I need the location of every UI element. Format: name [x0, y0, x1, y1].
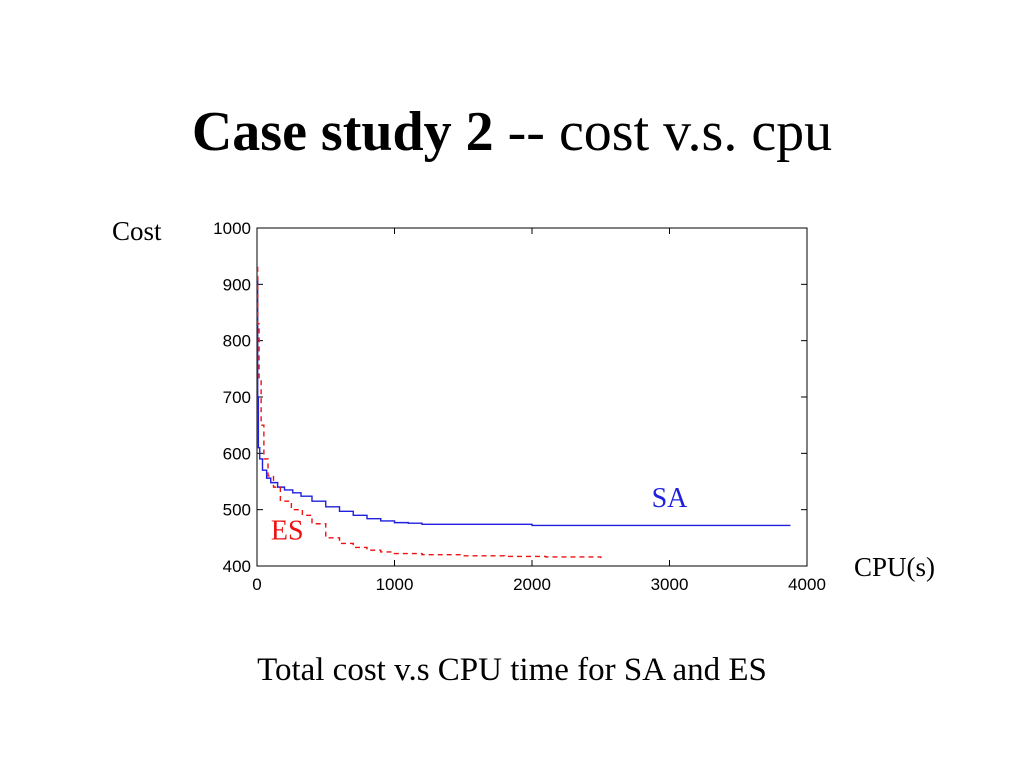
series-label-es: ES: [271, 516, 304, 547]
x-axis-label: CPU(s): [854, 552, 936, 582]
series-line-sa: [256, 278, 791, 527]
slide-title: Case study 2 -- cost v.s. cpu: [0, 100, 1024, 164]
x-tick-label: 2000: [513, 575, 551, 594]
figure-caption: Total cost v.s CPU time for SA and ES: [257, 652, 767, 688]
y-tick-label: 800: [223, 332, 251, 351]
series-line-es: [256, 266, 602, 559]
x-tick-label: 3000: [651, 575, 689, 594]
slide-title-rest: -- cost v.s. cpu: [493, 101, 833, 163]
y-tick-label: 900: [223, 275, 251, 294]
y-tick-label: 400: [223, 557, 251, 576]
x-tick-label: 4000: [788, 575, 826, 594]
series-label-sa: SA: [652, 483, 689, 514]
slide-title-bold: Case study 2: [191, 101, 494, 163]
y-tick-label: 700: [223, 388, 251, 407]
y-tick-label: 1000: [213, 219, 251, 238]
y-axis-label: Cost: [112, 216, 162, 246]
y-tick-label: 500: [223, 501, 251, 520]
plot-frame: [256, 227, 808, 567]
x-tick-label: 1000: [376, 575, 414, 594]
x-tick-label: 0: [252, 575, 261, 594]
y-tick-label: 600: [223, 444, 251, 463]
